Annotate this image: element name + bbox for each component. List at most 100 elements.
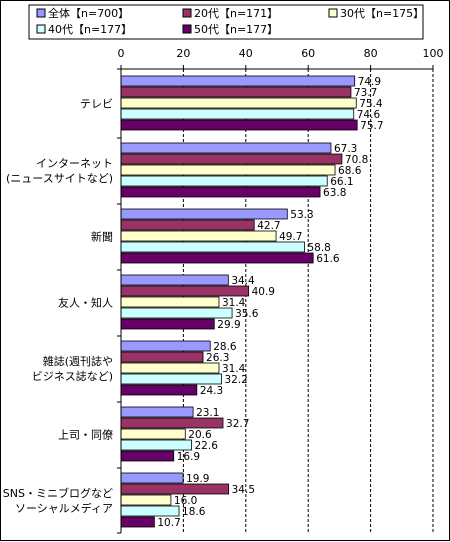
bar — [120, 483, 230, 495]
category-label: テレビ — [80, 98, 113, 111]
value-label: 32.2 — [224, 374, 247, 386]
category-label: ビジネス誌など) — [32, 369, 113, 383]
bar — [120, 274, 229, 286]
bar — [120, 351, 204, 363]
bar — [120, 450, 175, 462]
legend-label: 40代【n=177】 — [48, 23, 132, 36]
value-label: 58.8 — [307, 242, 330, 254]
value-label: 10.7 — [157, 517, 180, 529]
legend-label: 50代【n=177】 — [194, 23, 278, 36]
legend-swatch — [328, 8, 338, 18]
value-label: 20.6 — [188, 429, 212, 441]
value-label: 42.7 — [257, 220, 280, 232]
value-label: 24.3 — [200, 385, 223, 397]
gridlines — [182, 69, 434, 533]
value-label: 74.9 — [358, 76, 381, 88]
bar — [120, 175, 328, 187]
x-tick-label: 100 — [423, 47, 444, 60]
value-label: 73.7 — [354, 87, 377, 99]
bar — [120, 318, 215, 330]
value-label: 68.6 — [338, 165, 362, 177]
legend-swatch — [36, 8, 46, 18]
x-tick-label: 40 — [239, 47, 253, 60]
bar — [120, 97, 357, 109]
bar — [120, 494, 172, 506]
bar — [120, 75, 356, 87]
value-label: 53.3 — [290, 209, 313, 221]
bar — [120, 241, 305, 253]
value-label: 34.4 — [231, 275, 255, 287]
value-label: 74.6 — [357, 109, 381, 121]
x-axis-ticks: 0 20 40 60 80 100 — [118, 47, 444, 60]
value-label: 49.7 — [279, 231, 302, 243]
bar — [120, 119, 358, 131]
legend-swatch — [182, 8, 192, 18]
value-label: 16.0 — [174, 495, 197, 507]
value-label: 34.5 — [232, 484, 255, 496]
bar — [120, 362, 220, 374]
x-tick-label: 80 — [364, 47, 378, 60]
value-label: 16.9 — [177, 451, 200, 463]
value-label: 75.4 — [359, 98, 383, 110]
x-tick-label: 0 — [118, 47, 125, 60]
legend-swatch — [36, 24, 46, 34]
value-label: 23.1 — [196, 407, 219, 419]
bar — [120, 186, 321, 198]
category-label: 雑誌(週刊誌や — [43, 354, 113, 368]
bar — [120, 307, 233, 319]
x-tick-label: 60 — [301, 47, 315, 60]
bar — [120, 230, 277, 242]
value-label: 75.7 — [360, 120, 383, 132]
value-label: 31.4 — [222, 363, 246, 375]
value-label: 22.6 — [195, 440, 219, 452]
bar — [120, 406, 194, 418]
value-label: 63.8 — [323, 187, 346, 199]
bar — [120, 516, 155, 528]
bar — [120, 153, 343, 165]
bar — [120, 86, 352, 98]
value-label: 32.7 — [226, 418, 249, 430]
value-label: 70.8 — [345, 154, 368, 166]
value-label: 19.9 — [186, 473, 209, 485]
value-label: 40.9 — [252, 286, 275, 298]
x-tick-label: 20 — [176, 47, 190, 60]
value-label: 26.3 — [206, 352, 229, 364]
value-label: 28.6 — [213, 341, 237, 353]
bar — [120, 285, 250, 297]
legend-swatch — [182, 24, 192, 34]
value-labels: 74.973.775.474.675.767.370.868.666.163.8… — [157, 76, 383, 529]
legend-box — [28, 4, 424, 40]
bar — [120, 340, 211, 352]
category-label: 上司・同僚 — [58, 429, 113, 442]
category-label: (ニュースサイトなど) — [6, 172, 113, 185]
value-label: 18.6 — [182, 506, 206, 518]
bar — [120, 428, 186, 440]
legend-label: 30代【n=175】 — [340, 7, 424, 20]
bar — [120, 505, 180, 517]
bar — [120, 439, 192, 451]
value-label: 29.9 — [217, 319, 240, 331]
bar — [120, 164, 336, 176]
legend-label: 20代【n=171】 — [194, 7, 278, 20]
bar — [120, 252, 314, 264]
category-label: インターネット — [36, 157, 113, 170]
value-label: 67.3 — [334, 143, 357, 155]
value-label: 35.6 — [235, 308, 259, 320]
bar — [120, 373, 222, 385]
bars — [120, 75, 358, 528]
value-label: 31.4 — [222, 297, 246, 309]
bar — [120, 219, 255, 231]
bar — [120, 108, 355, 120]
bar — [120, 472, 184, 484]
category-label: ソーシャルメディア — [15, 501, 113, 515]
category-label: 新聞 — [91, 230, 113, 244]
legend-label: 全体【n=700】 — [48, 6, 129, 20]
bar — [120, 296, 220, 308]
bar — [120, 208, 288, 220]
bar — [120, 142, 332, 154]
bar — [120, 417, 224, 429]
category-label: 友人・知人 — [58, 296, 113, 310]
